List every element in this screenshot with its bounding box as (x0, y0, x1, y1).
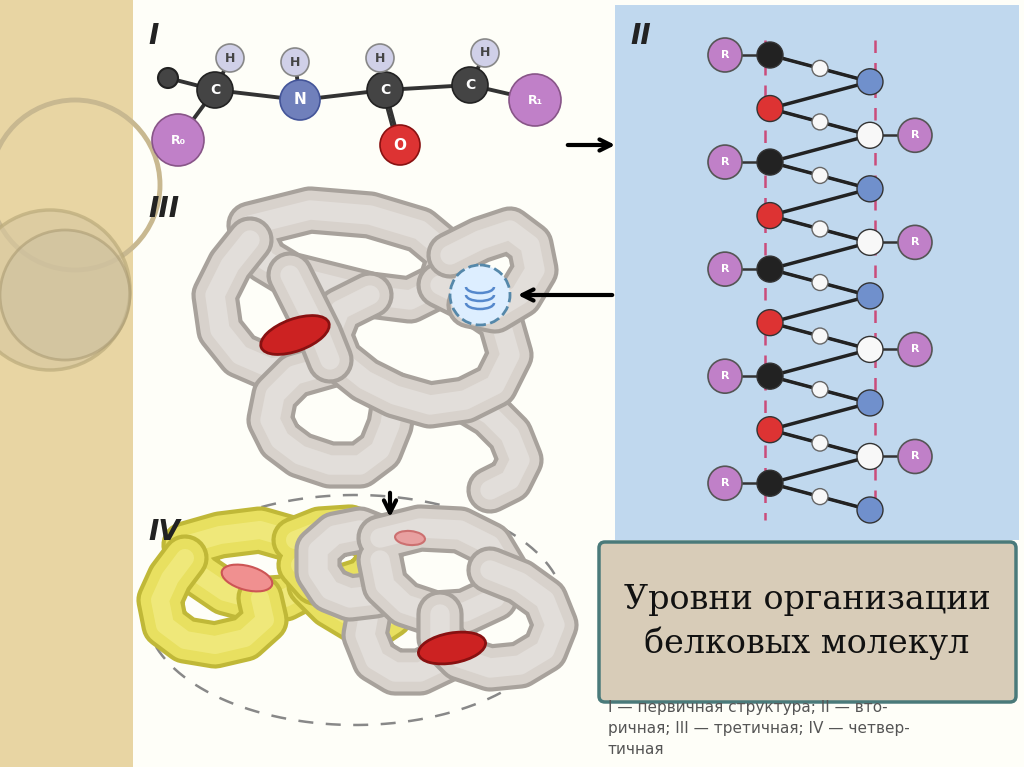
Circle shape (708, 145, 742, 179)
Circle shape (898, 118, 932, 153)
Bar (0, 0, 133, 767)
FancyBboxPatch shape (599, 542, 1016, 702)
Circle shape (757, 256, 783, 282)
Circle shape (812, 167, 828, 183)
Text: R: R (721, 50, 729, 60)
Circle shape (0, 230, 130, 360)
Circle shape (197, 72, 233, 108)
Circle shape (757, 149, 783, 175)
Text: II: II (630, 22, 650, 50)
Text: R: R (910, 344, 920, 354)
Text: O: O (393, 137, 407, 153)
Text: C: C (210, 83, 220, 97)
Circle shape (158, 68, 178, 88)
Circle shape (366, 44, 394, 72)
Text: III: III (148, 195, 179, 223)
Circle shape (757, 310, 783, 336)
Circle shape (708, 252, 742, 286)
Circle shape (281, 48, 309, 76)
Circle shape (812, 435, 828, 451)
Text: IV: IV (148, 518, 180, 546)
Circle shape (0, 210, 130, 370)
Text: C: C (380, 83, 390, 97)
Text: H: H (225, 51, 236, 64)
Circle shape (857, 337, 883, 363)
Ellipse shape (419, 632, 485, 664)
Circle shape (757, 364, 783, 389)
Circle shape (857, 122, 883, 148)
Ellipse shape (261, 315, 330, 354)
Circle shape (757, 470, 783, 496)
Circle shape (812, 114, 828, 130)
Ellipse shape (221, 565, 272, 591)
Circle shape (898, 332, 932, 367)
Circle shape (857, 69, 883, 95)
Circle shape (812, 221, 828, 237)
Circle shape (757, 202, 783, 229)
Text: R: R (910, 130, 920, 140)
Text: Уровни организации
белковых молекул: Уровни организации белковых молекул (624, 584, 990, 660)
Circle shape (857, 176, 883, 202)
Text: R₀: R₀ (170, 133, 185, 146)
Circle shape (812, 328, 828, 344)
Circle shape (152, 114, 204, 166)
Text: R: R (721, 264, 729, 274)
Circle shape (857, 229, 883, 255)
Circle shape (216, 44, 244, 72)
Circle shape (367, 72, 403, 108)
Text: I — первичная структура; II — вто-
ричная; III — третичная; IV — четвер-
тичная: I — первичная структура; II — вто- рична… (608, 700, 909, 757)
Circle shape (898, 439, 932, 473)
Text: R₁: R₁ (527, 94, 543, 107)
Circle shape (857, 443, 883, 469)
Circle shape (757, 42, 783, 68)
Circle shape (857, 283, 883, 309)
Circle shape (452, 67, 488, 103)
Circle shape (708, 359, 742, 393)
Circle shape (757, 96, 783, 121)
Text: R: R (910, 452, 920, 462)
Circle shape (708, 466, 742, 500)
Bar (133, 0, 1024, 767)
Circle shape (812, 489, 828, 505)
Circle shape (471, 39, 499, 67)
Circle shape (757, 416, 783, 443)
Text: N: N (294, 93, 306, 107)
Text: R: R (721, 479, 729, 489)
Bar (615, 5, 1019, 540)
Circle shape (450, 265, 510, 325)
Text: H: H (480, 47, 490, 60)
Circle shape (380, 125, 420, 165)
Circle shape (509, 74, 561, 126)
Circle shape (857, 497, 883, 523)
Text: R: R (910, 237, 920, 247)
Circle shape (280, 80, 319, 120)
Text: R: R (721, 371, 729, 381)
Circle shape (898, 225, 932, 259)
Text: H: H (290, 55, 300, 68)
Circle shape (812, 61, 828, 77)
Text: C: C (465, 78, 475, 92)
Text: H: H (375, 51, 385, 64)
Text: I: I (148, 22, 159, 50)
Text: R: R (721, 157, 729, 167)
Ellipse shape (395, 531, 425, 545)
Circle shape (812, 275, 828, 291)
Circle shape (812, 381, 828, 397)
Circle shape (857, 390, 883, 416)
Circle shape (708, 38, 742, 72)
